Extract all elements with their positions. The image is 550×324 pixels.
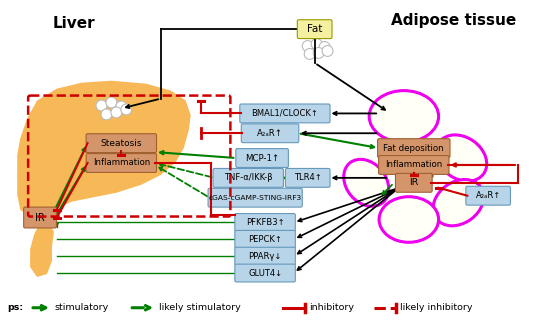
FancyBboxPatch shape	[240, 104, 330, 123]
Circle shape	[304, 49, 315, 59]
Text: MCP-1↑: MCP-1↑	[245, 154, 279, 163]
FancyBboxPatch shape	[466, 186, 510, 205]
FancyBboxPatch shape	[24, 207, 57, 228]
Text: BMAL1/CLOCK↑: BMAL1/CLOCK↑	[251, 109, 318, 118]
Text: TNF-α/IKK-β: TNF-α/IKK-β	[224, 173, 273, 182]
Text: IR: IR	[409, 178, 419, 187]
Ellipse shape	[379, 197, 438, 242]
Text: Fat deposition: Fat deposition	[383, 144, 444, 153]
Text: Inflammation: Inflammation	[385, 160, 442, 169]
Circle shape	[96, 100, 107, 111]
FancyBboxPatch shape	[235, 230, 295, 248]
FancyBboxPatch shape	[298, 20, 332, 39]
Text: Inflammation: Inflammation	[93, 158, 150, 168]
FancyBboxPatch shape	[378, 156, 449, 174]
FancyBboxPatch shape	[236, 149, 288, 168]
Ellipse shape	[436, 135, 487, 181]
Circle shape	[101, 109, 112, 120]
Ellipse shape	[344, 159, 389, 206]
Polygon shape	[17, 81, 191, 277]
Text: likely inhibitory: likely inhibitory	[400, 303, 472, 312]
Circle shape	[319, 41, 330, 52]
Ellipse shape	[433, 179, 484, 226]
Ellipse shape	[369, 91, 438, 142]
Text: TLR4↑: TLR4↑	[294, 173, 322, 182]
FancyBboxPatch shape	[241, 124, 299, 143]
FancyBboxPatch shape	[395, 173, 432, 192]
FancyBboxPatch shape	[285, 168, 330, 187]
Text: A₂ₐR↑: A₂ₐR↑	[476, 191, 501, 200]
FancyBboxPatch shape	[235, 214, 295, 231]
Text: inhibitory: inhibitory	[309, 303, 354, 312]
Text: A₂ₐR↑: A₂ₐR↑	[257, 129, 283, 138]
Text: IR: IR	[35, 213, 45, 223]
FancyBboxPatch shape	[378, 139, 450, 157]
Text: Fat: Fat	[307, 24, 322, 34]
Circle shape	[106, 97, 117, 108]
Text: likely stimulatory: likely stimulatory	[159, 303, 241, 312]
Circle shape	[111, 107, 122, 118]
Text: Steatosis: Steatosis	[101, 139, 142, 148]
Circle shape	[322, 45, 333, 56]
Text: Adipose tissue: Adipose tissue	[391, 13, 516, 28]
FancyBboxPatch shape	[208, 188, 302, 207]
Text: GLUT4↓: GLUT4↓	[248, 269, 282, 278]
Circle shape	[313, 48, 324, 58]
FancyBboxPatch shape	[213, 168, 283, 187]
Text: ps:: ps:	[7, 303, 24, 312]
Text: PFKFB3↑: PFKFB3↑	[246, 218, 284, 227]
FancyBboxPatch shape	[86, 154, 157, 172]
Circle shape	[121, 104, 132, 115]
Text: stimulatory: stimulatory	[55, 303, 109, 312]
Text: Liver: Liver	[52, 16, 95, 31]
Circle shape	[311, 39, 322, 50]
FancyBboxPatch shape	[235, 247, 295, 265]
FancyBboxPatch shape	[86, 134, 157, 153]
Text: PEPCK↑: PEPCK↑	[248, 235, 282, 244]
Text: PPARγ↓: PPARγ↓	[249, 252, 282, 261]
Circle shape	[302, 40, 313, 52]
Circle shape	[116, 101, 127, 112]
FancyBboxPatch shape	[235, 264, 295, 282]
Text: cGAS-cGAMP-STING-IRF3: cGAS-cGAMP-STING-IRF3	[208, 195, 302, 201]
